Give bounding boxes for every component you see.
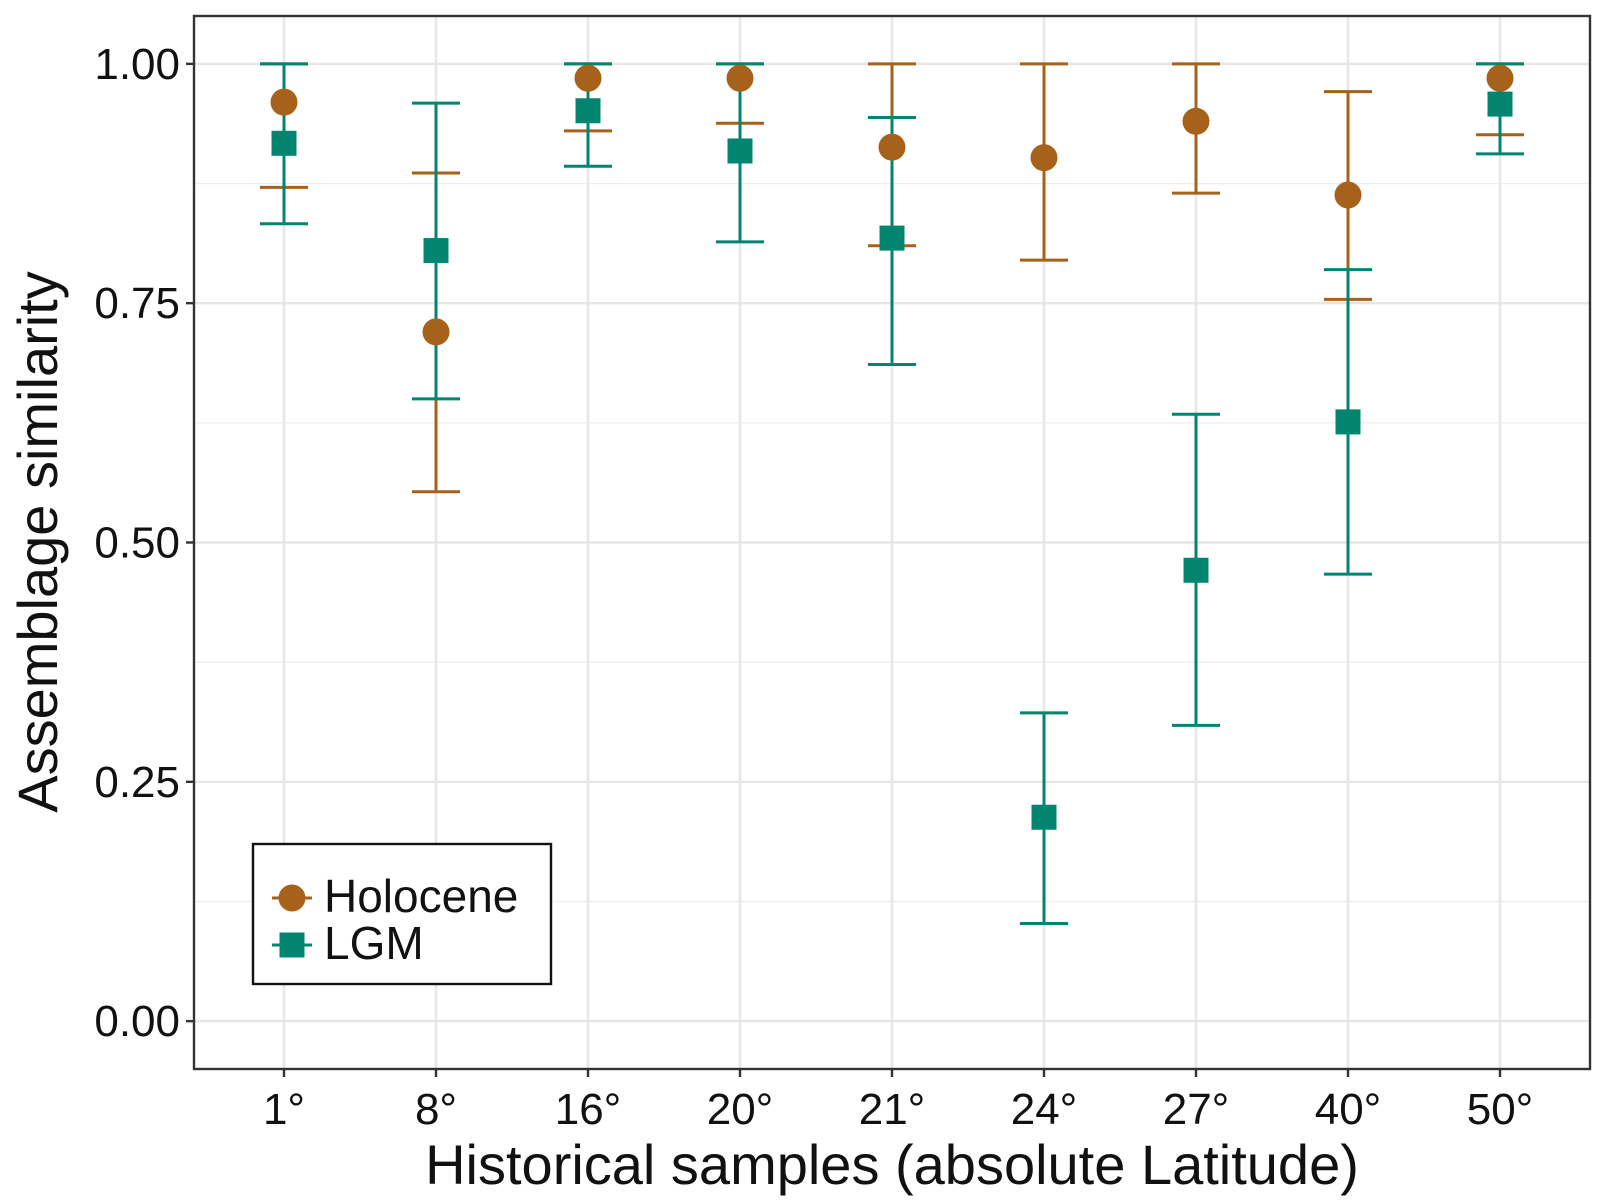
- legend-key-lgm: [272, 932, 312, 958]
- axes: 0.00 0.25 0.50 0.75 1.00 1° 8° 16° 20° 21° 24° 27° 4…: [94, 40, 1533, 1134]
- y-tick-label: 0.25: [94, 758, 180, 807]
- y-tick-label: 0.75: [94, 279, 180, 328]
- point-holocene: [422, 318, 450, 346]
- legend-label-lgm: LGM: [324, 917, 424, 969]
- point-lgm: [1487, 91, 1513, 117]
- y-axis-title: Assemblage similarity: [6, 271, 69, 813]
- point-holocene: [1334, 181, 1362, 209]
- point-lgm: [575, 98, 601, 124]
- legend-box: [251, 842, 553, 986]
- legend-key-holocene: [272, 884, 312, 912]
- legend-key-circle: [278, 884, 306, 912]
- x-tick-label: 16°: [555, 1085, 622, 1134]
- point-holocene: [878, 133, 906, 161]
- x-tick-label: 8°: [415, 1085, 457, 1134]
- point-holocene: [270, 88, 298, 116]
- legend-label-holocene: Holocene: [324, 870, 518, 922]
- point-lgm: [1183, 557, 1209, 583]
- x-tick-label: 40°: [1315, 1085, 1382, 1134]
- x-tick-label: 50°: [1467, 1085, 1534, 1134]
- x-tick-label: 24°: [1011, 1085, 1078, 1134]
- point-lgm: [271, 130, 297, 156]
- point-lgm: [1335, 409, 1361, 435]
- point-lgm: [423, 238, 449, 264]
- x-tick-label: 21°: [859, 1085, 926, 1134]
- point-lgm: [1031, 804, 1057, 830]
- point-lgm: [879, 225, 905, 251]
- point-holocene: [1030, 144, 1058, 172]
- point-holocene: [726, 64, 754, 92]
- point-holocene: [1182, 107, 1210, 135]
- legend: Holocene LGM: [251, 842, 553, 986]
- y-tick-label: 1.00: [94, 40, 180, 89]
- y-tick-label: 0.50: [94, 519, 180, 568]
- x-tick-label: 20°: [707, 1085, 774, 1134]
- point-holocene: [1486, 64, 1514, 92]
- x-tick-label: 1°: [263, 1085, 305, 1134]
- point-holocene: [574, 64, 602, 92]
- x-axis-title: Historical samples (absolute Latitude): [425, 1133, 1359, 1196]
- y-tick-label: 0.00: [94, 997, 180, 1046]
- point-lgm: [727, 138, 753, 164]
- legend-key-square: [279, 932, 305, 958]
- x-tick-label: 27°: [1163, 1085, 1230, 1134]
- data-points: [270, 64, 1514, 830]
